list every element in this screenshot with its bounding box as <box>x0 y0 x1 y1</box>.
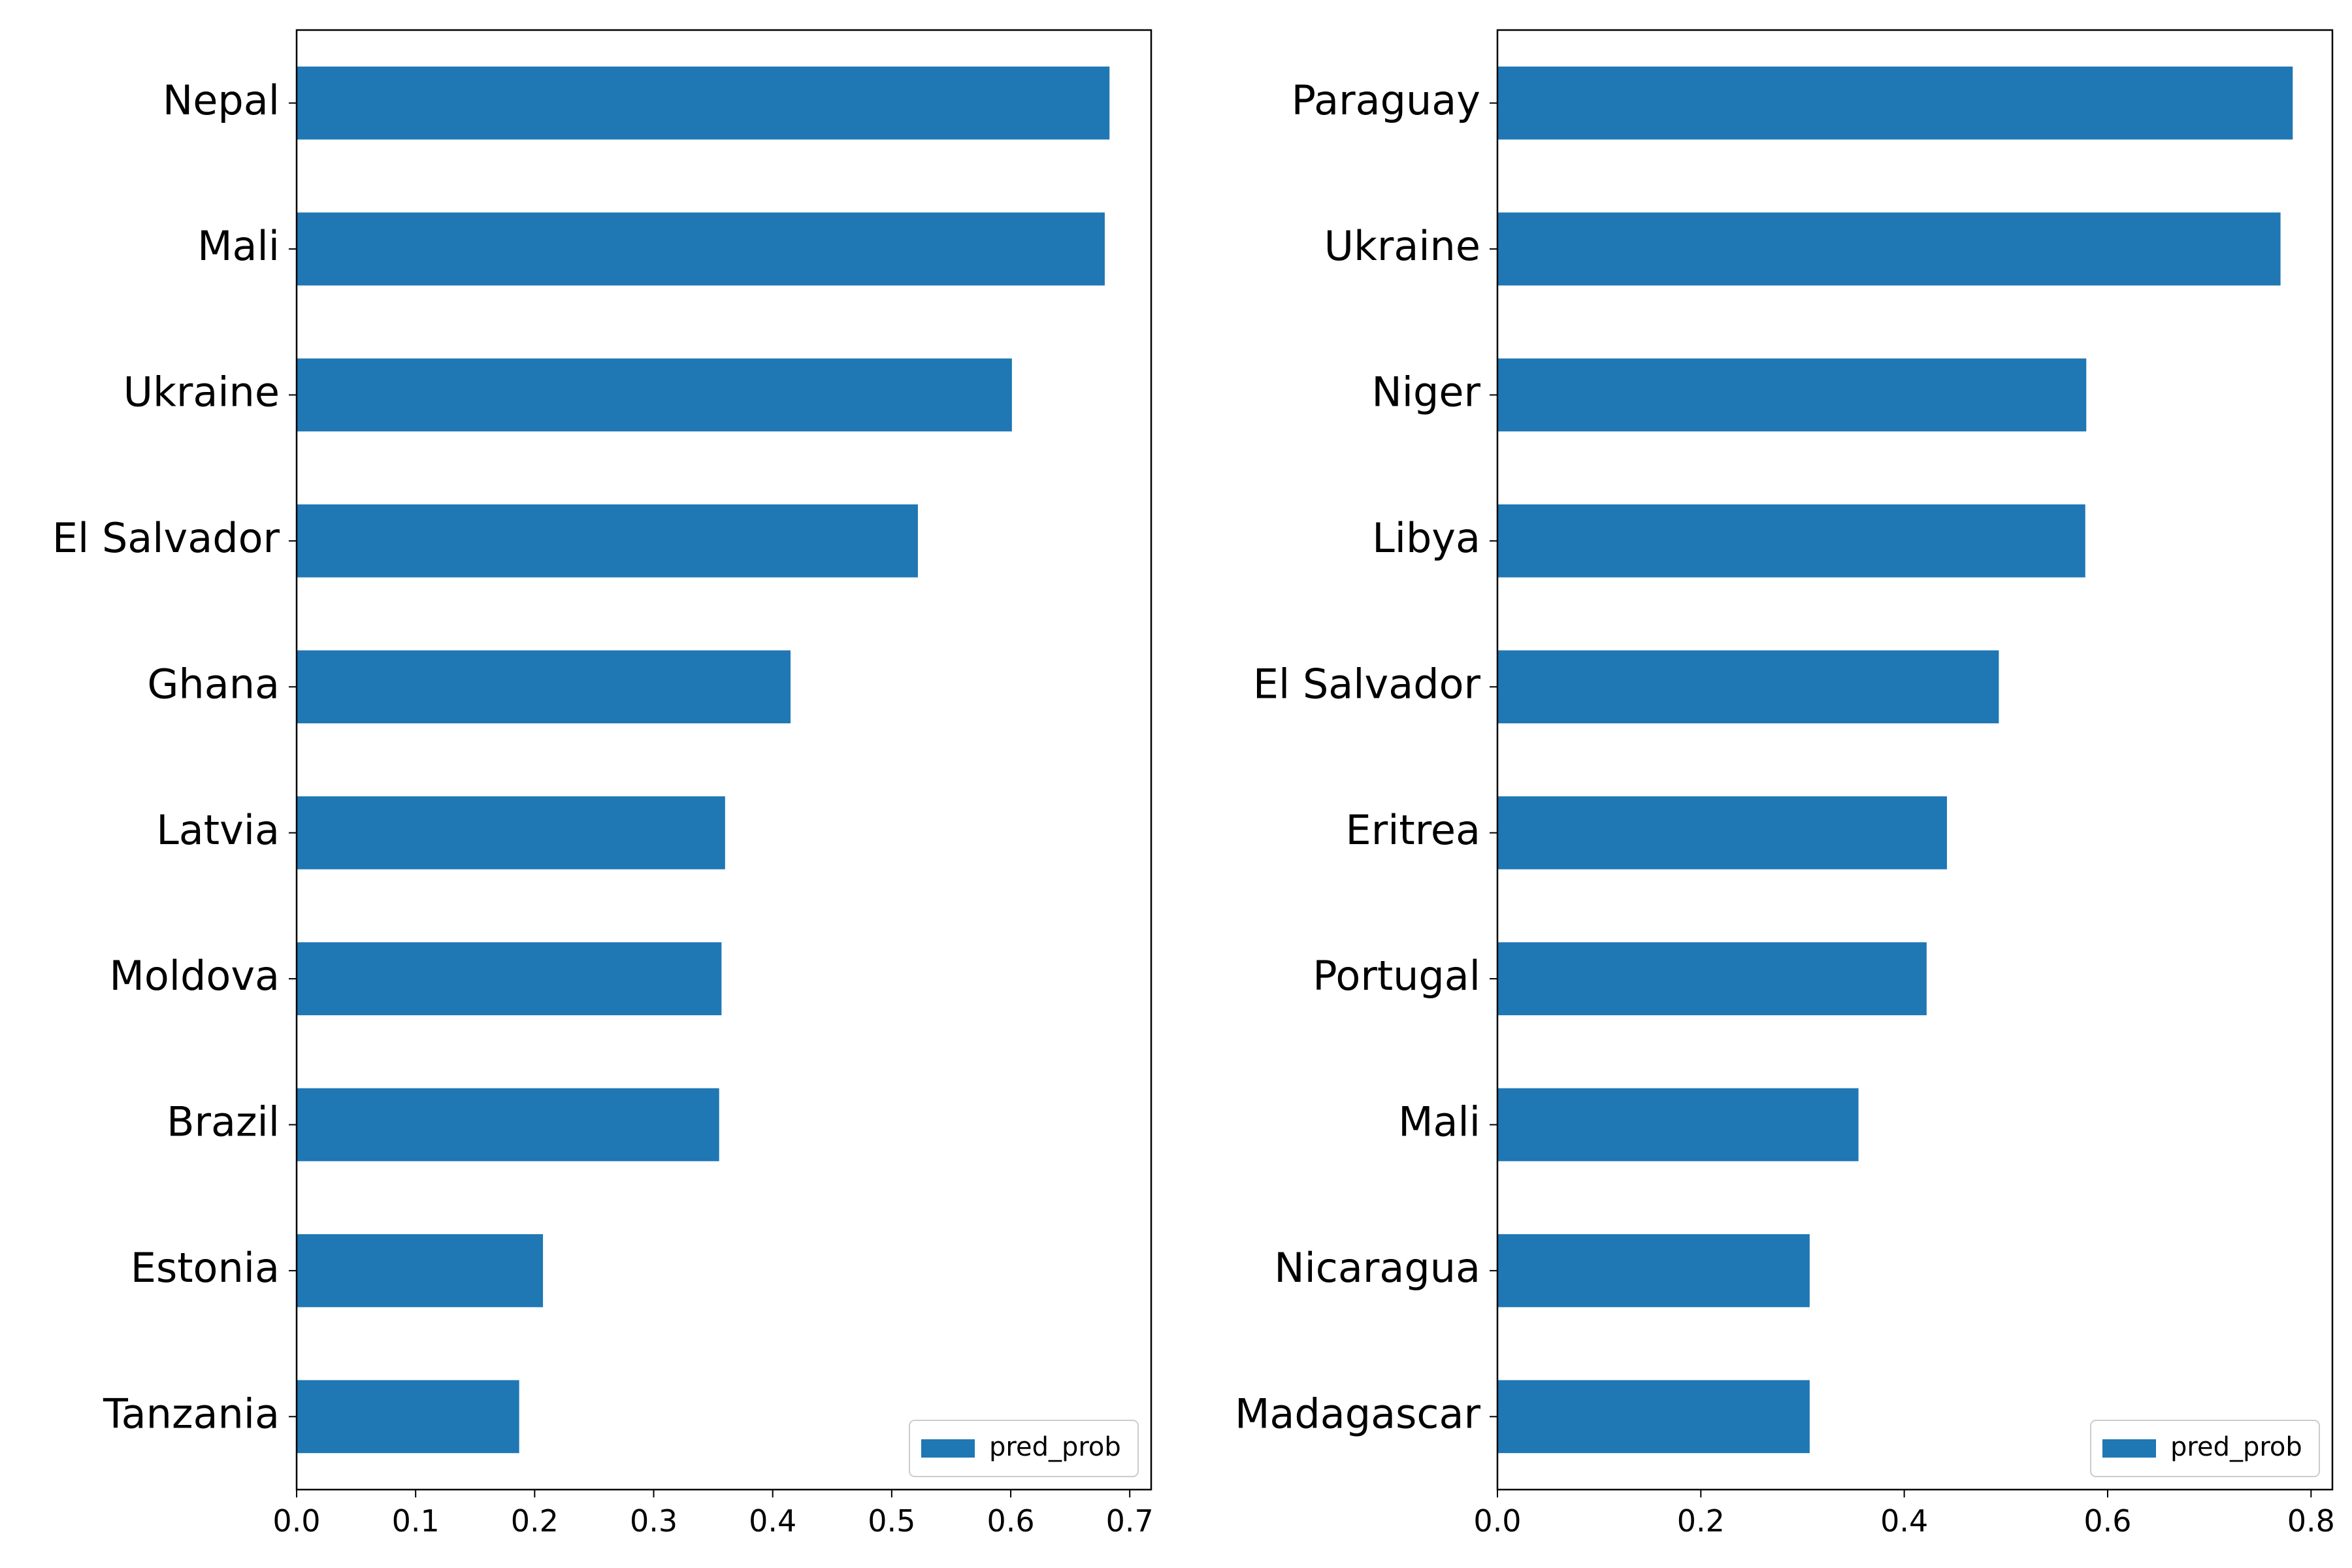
category-label: Niger <box>1371 368 1480 416</box>
legend-swatch <box>2102 1439 2156 1458</box>
x-tick-label: 0.3 <box>630 1503 678 1539</box>
bar-nicaragua <box>1497 1234 1810 1307</box>
legend-label: pred_prob <box>2170 1432 2302 1462</box>
bar-el-salvador <box>1497 650 1999 724</box>
category-label: Libya <box>1372 514 1480 562</box>
bar-eritrea <box>1497 796 1948 870</box>
x-tick-label: 0.5 <box>868 1503 915 1539</box>
bar-ukraine <box>297 358 1012 432</box>
left-chart-panel: Nepal Mali Ukraine El Salvador Ghana Latvia Mo… <box>52 29 1154 1539</box>
bar-moldova <box>297 942 722 1015</box>
bar-ukraine <box>1497 212 2281 286</box>
category-label: Nepal <box>163 76 280 124</box>
x-tick-label: 0.4 <box>749 1503 796 1539</box>
bar-brazil <box>297 1088 719 1162</box>
category-label: Estonia <box>131 1244 280 1292</box>
category-label: Ukraine <box>1324 222 1480 270</box>
category-label: Latvia <box>156 806 280 854</box>
category-label: Nicaragua <box>1274 1244 1480 1292</box>
legend-box <box>2090 1420 2320 1477</box>
category-label: El Salvador <box>1253 660 1481 708</box>
category-label: Moldova <box>109 952 280 1000</box>
bar-tanzania <box>297 1380 519 1454</box>
category-label: Tanzania <box>103 1390 280 1437</box>
legend-label: pred_prob <box>989 1432 1121 1462</box>
category-label: Ghana <box>147 660 280 708</box>
x-tick-label: 0.2 <box>1677 1503 1725 1539</box>
category-label: Brazil <box>167 1098 280 1146</box>
x-tick-label: 0.0 <box>272 1503 320 1539</box>
category-label: Ukraine <box>123 368 280 416</box>
x-tick-label: 0.6 <box>987 1503 1034 1539</box>
bar-portugal <box>1497 942 1927 1015</box>
category-label: Eritrea <box>1346 806 1480 854</box>
bar-libya <box>1497 504 2085 578</box>
x-tick-label: 0.0 <box>1473 1503 1521 1539</box>
legend-box <box>909 1420 1139 1477</box>
x-tick-label: 0.4 <box>1880 1503 1928 1539</box>
bar-paraguay <box>1497 66 2293 140</box>
bar-nepal <box>297 66 1110 140</box>
bar-niger <box>1497 358 2087 432</box>
bar-mali <box>1497 1088 1859 1162</box>
x-tick-label: 0.8 <box>2287 1503 2335 1539</box>
right-chart-panel: Paraguay Ukraine Niger Libya El Salvador Erit… <box>1235 29 2335 1539</box>
legend-swatch <box>921 1439 975 1458</box>
category-label: Paraguay <box>1292 76 1480 124</box>
x-tick-label: 0.7 <box>1106 1503 1154 1539</box>
bar-ghana <box>297 650 791 724</box>
axes-frame <box>295 29 1152 1491</box>
bar-el-salvador <box>297 504 918 578</box>
bar-latvia <box>297 796 725 870</box>
bar-mali <box>297 212 1105 286</box>
category-label: Mali <box>197 222 280 270</box>
category-label: Mali <box>1398 1098 1480 1146</box>
axes-frame <box>1496 29 2334 1491</box>
category-label: El Salvador <box>52 514 280 562</box>
bar-madagascar <box>1497 1380 1810 1454</box>
category-label: Madagascar <box>1235 1390 1481 1437</box>
category-label: Portugal <box>1313 952 1480 1000</box>
bar-estonia <box>297 1234 544 1307</box>
x-tick-label: 0.2 <box>511 1503 559 1539</box>
x-tick-label: 0.6 <box>2083 1503 2131 1539</box>
x-tick-label: 0.1 <box>392 1503 440 1539</box>
